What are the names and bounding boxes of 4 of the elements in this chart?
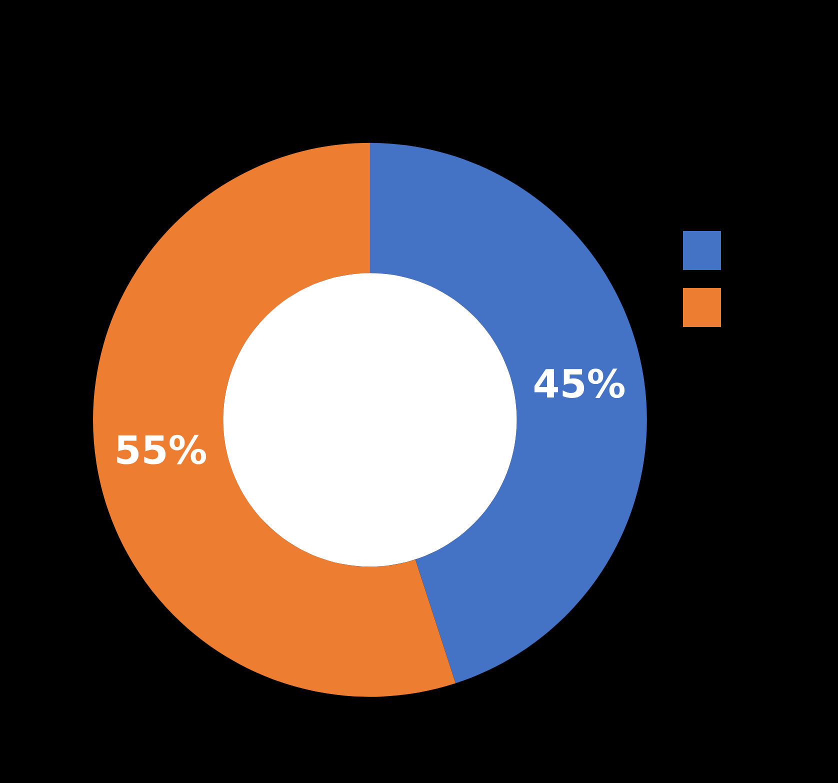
donut-slice — [370, 142, 647, 684]
donut-slice — [93, 142, 456, 697]
data-label: 45% — [534, 368, 625, 398]
data-label: 55% — [117, 434, 206, 464]
